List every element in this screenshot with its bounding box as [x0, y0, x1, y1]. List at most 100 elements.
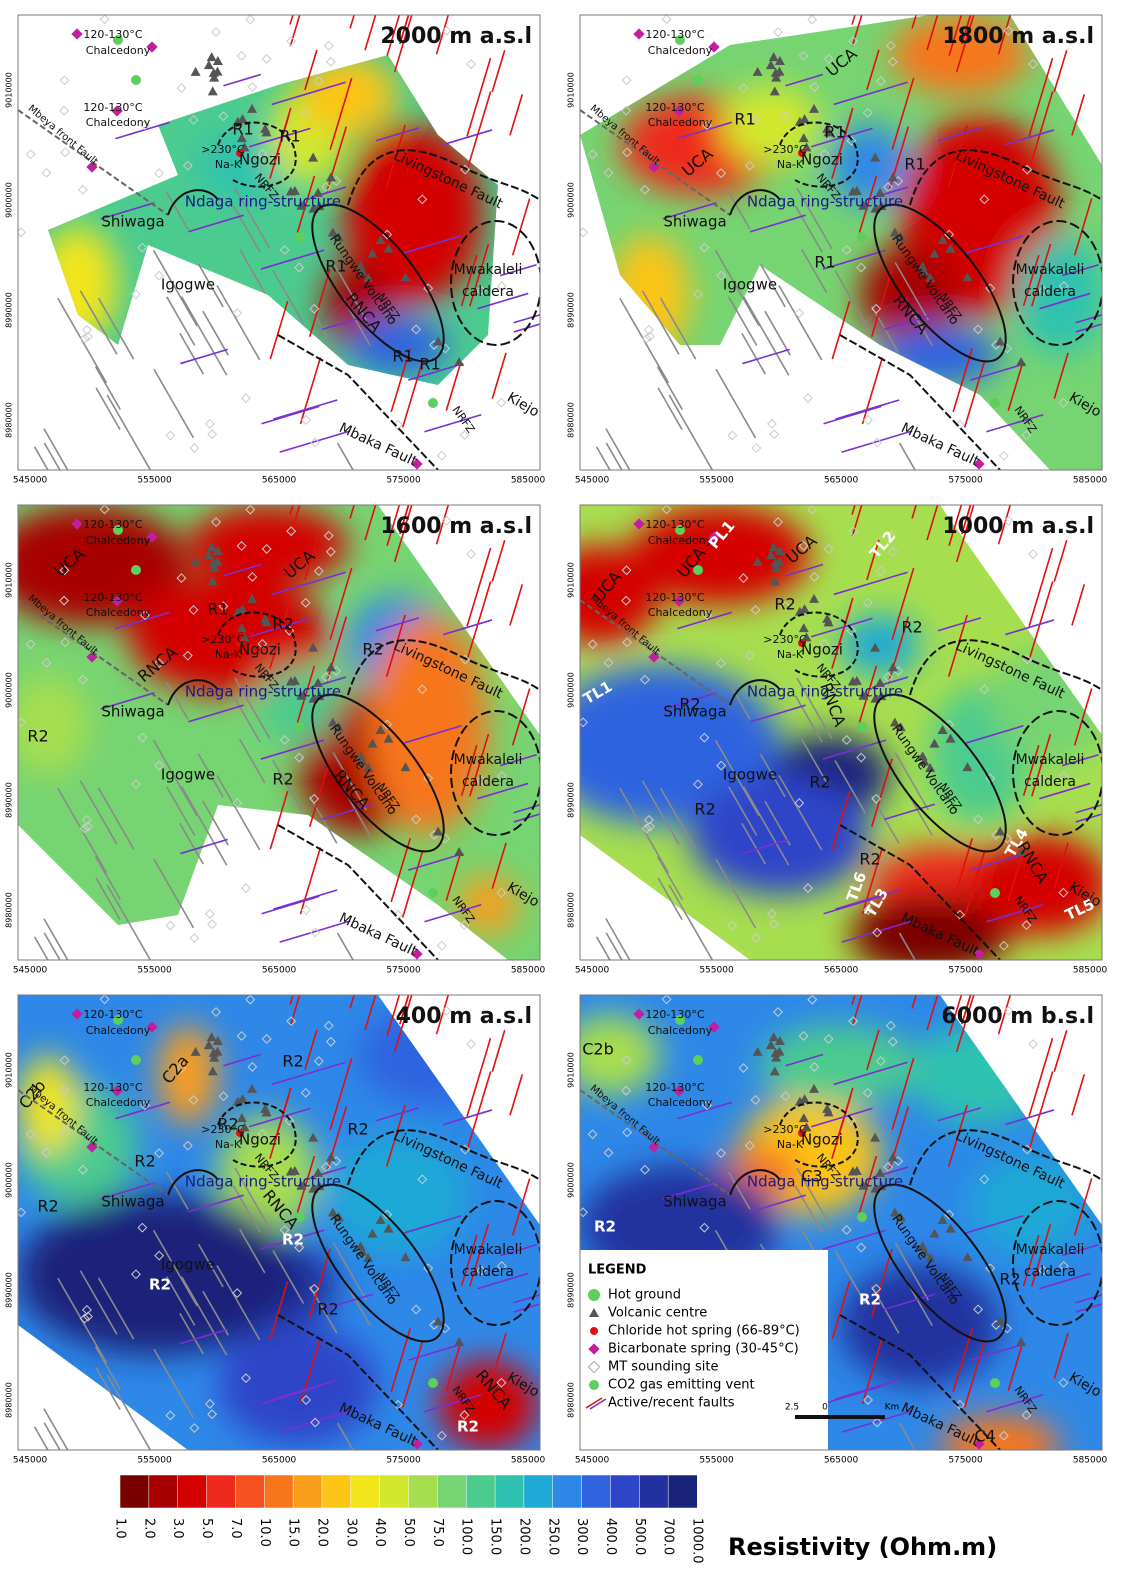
place-label: Chalcedony — [86, 1024, 151, 1037]
zone-label: R2 — [217, 1115, 238, 1134]
legend-item: CO2 gas emitting vent — [608, 1378, 755, 1393]
x-tick-label: 545000 — [13, 966, 48, 976]
zone-label: R2 — [282, 1052, 303, 1071]
place-label: Ngozi — [801, 641, 843, 659]
place-label: caldera — [462, 774, 514, 790]
legend-icon — [588, 1289, 600, 1301]
panel-title: 1800 m a.s.l — [942, 24, 1094, 49]
zone-label: C4 — [974, 1427, 995, 1446]
x-tick-label: 585000 — [511, 1456, 546, 1466]
x-tick-label: 565000 — [262, 966, 297, 976]
colorbar-swatch — [639, 1475, 668, 1508]
y-tick-label: 9000000 — [567, 1162, 576, 1198]
y-tick-label: 9010000 — [5, 1052, 14, 1088]
x-tick-label: 565000 — [262, 476, 297, 486]
panel-title: 1600 m a.s.l — [380, 514, 532, 539]
place-label: Na-K — [215, 648, 242, 661]
map-content: 120-130°CChalcedony120-130°CChalcedony>2… — [17, 0, 582, 532]
colorbar-swatch — [293, 1475, 322, 1508]
colorbar-swatch — [351, 1475, 380, 1508]
place-label: Chalcedony — [86, 606, 151, 619]
figure: 120-130°CChalcedony120-130°CChalcedony>2… — [0, 0, 1121, 1578]
colorbar-swatch — [524, 1475, 553, 1508]
y-tick-label: 9000000 — [5, 182, 14, 218]
place-label: Na-K — [777, 648, 804, 661]
x-tick-label: 585000 — [511, 966, 546, 976]
place-label: Na-K — [215, 158, 242, 171]
zone-label: R1 — [279, 127, 300, 146]
x-tick-label: 555000 — [699, 1456, 734, 1466]
place-label: Chalcedony — [86, 534, 151, 547]
colorbar-swatch — [668, 1475, 697, 1508]
zone-label: R2 — [347, 1120, 368, 1139]
y-tick-label: 8990000 — [567, 1272, 576, 1308]
place-label: Chalcedony — [648, 606, 713, 619]
colorbar-swatch — [437, 1475, 466, 1508]
panel-title: 6000 m b.s.l — [941, 1004, 1094, 1029]
place-label: Mwakaleli — [454, 262, 523, 278]
map-content: 120-130°CChalcedony120-130°CChalcedony>2… — [579, 0, 1121, 532]
place-label: Shiwaga — [101, 703, 164, 721]
y-tick-label: 8980000 — [5, 402, 14, 438]
place-label: Chalcedony — [86, 44, 151, 57]
colorbar-label: 20.0 — [314, 1518, 329, 1547]
zone-label: R2 — [272, 615, 293, 634]
y-tick-label: 8990000 — [5, 782, 14, 818]
legend-item: MT sounding site — [608, 1360, 718, 1375]
x-tick-label: 565000 — [824, 476, 859, 486]
place-label: 120-130°C — [645, 518, 704, 531]
scale-label: Km — [885, 1403, 900, 1413]
colorbar-swatch — [409, 1475, 438, 1508]
colorbar-label: 200.0 — [516, 1518, 531, 1555]
legend-icon — [590, 1327, 598, 1335]
colorbar-label: 1000.0 — [690, 1518, 705, 1564]
x-tick-label: 575000 — [386, 966, 421, 976]
zone-label: R2 — [272, 770, 293, 789]
zone-label: R1 — [814, 253, 835, 272]
zone-label: R1 — [232, 120, 253, 139]
colorbar-swatch — [264, 1475, 293, 1508]
place-label: Ngozi — [801, 151, 843, 169]
place-label: 120-130°C — [645, 591, 704, 604]
zone-label: R2 — [694, 800, 715, 819]
y-tick-label: 8990000 — [567, 782, 576, 818]
zone-label: R2 — [134, 1152, 155, 1171]
x-tick-label: 545000 — [575, 1456, 610, 1466]
colorbar-label: 100.0 — [459, 1518, 474, 1555]
place-label: 120-130°C — [645, 28, 704, 41]
place-label: Shiwaga — [663, 213, 726, 231]
colorbar-label: 75.0 — [430, 1518, 445, 1547]
colorbar-label: 50.0 — [401, 1518, 416, 1547]
zone-label: R1 — [824, 123, 845, 142]
y-tick-label: 9010000 — [5, 72, 14, 108]
legend-item: Active/recent faults — [608, 1396, 735, 1411]
legend-icon — [589, 1380, 599, 1390]
legend-item: Bicarbonate spring (30-45°C) — [608, 1342, 799, 1357]
x-tick-label: 555000 — [137, 1456, 172, 1466]
place-label: Na-K — [215, 1138, 242, 1151]
y-tick-label: 9010000 — [5, 562, 14, 598]
place-label: Na-K — [777, 158, 804, 171]
zone-label: R1 — [734, 110, 755, 129]
colorbar-swatch — [235, 1475, 264, 1508]
place-label: 120-130°C — [83, 101, 142, 114]
x-tick-label: 565000 — [262, 1456, 297, 1466]
place-label: Igogwe — [161, 1256, 215, 1274]
zone-label: R1 — [419, 355, 440, 374]
legend-title: LEGEND — [588, 1263, 647, 1278]
place-label: caldera — [462, 284, 514, 300]
place-label: 120-130°C — [83, 1081, 142, 1094]
colorbar-swatch — [207, 1475, 236, 1508]
colorbar-swatch — [495, 1475, 524, 1508]
x-tick-label: 575000 — [386, 476, 421, 486]
colorbar-label: 5.0 — [199, 1518, 214, 1539]
y-tick-label: 9000000 — [5, 1162, 14, 1198]
map-panel: 120-130°CChalcedony120-130°CChalcedony>2… — [567, 0, 1121, 532]
x-tick-label: 565000 — [824, 966, 859, 976]
place-label: caldera — [1024, 284, 1076, 300]
map-panel: 120-130°CChalcedony120-130°CChalcedony>2… — [5, 943, 582, 1512]
map-panel: 120-130°CChalcedony120-130°CChalcedony>2… — [540, 453, 1121, 1022]
place-label: 120-130°C — [645, 1081, 704, 1094]
x-tick-label: 555000 — [137, 966, 172, 976]
x-tick-label: 545000 — [575, 966, 610, 976]
